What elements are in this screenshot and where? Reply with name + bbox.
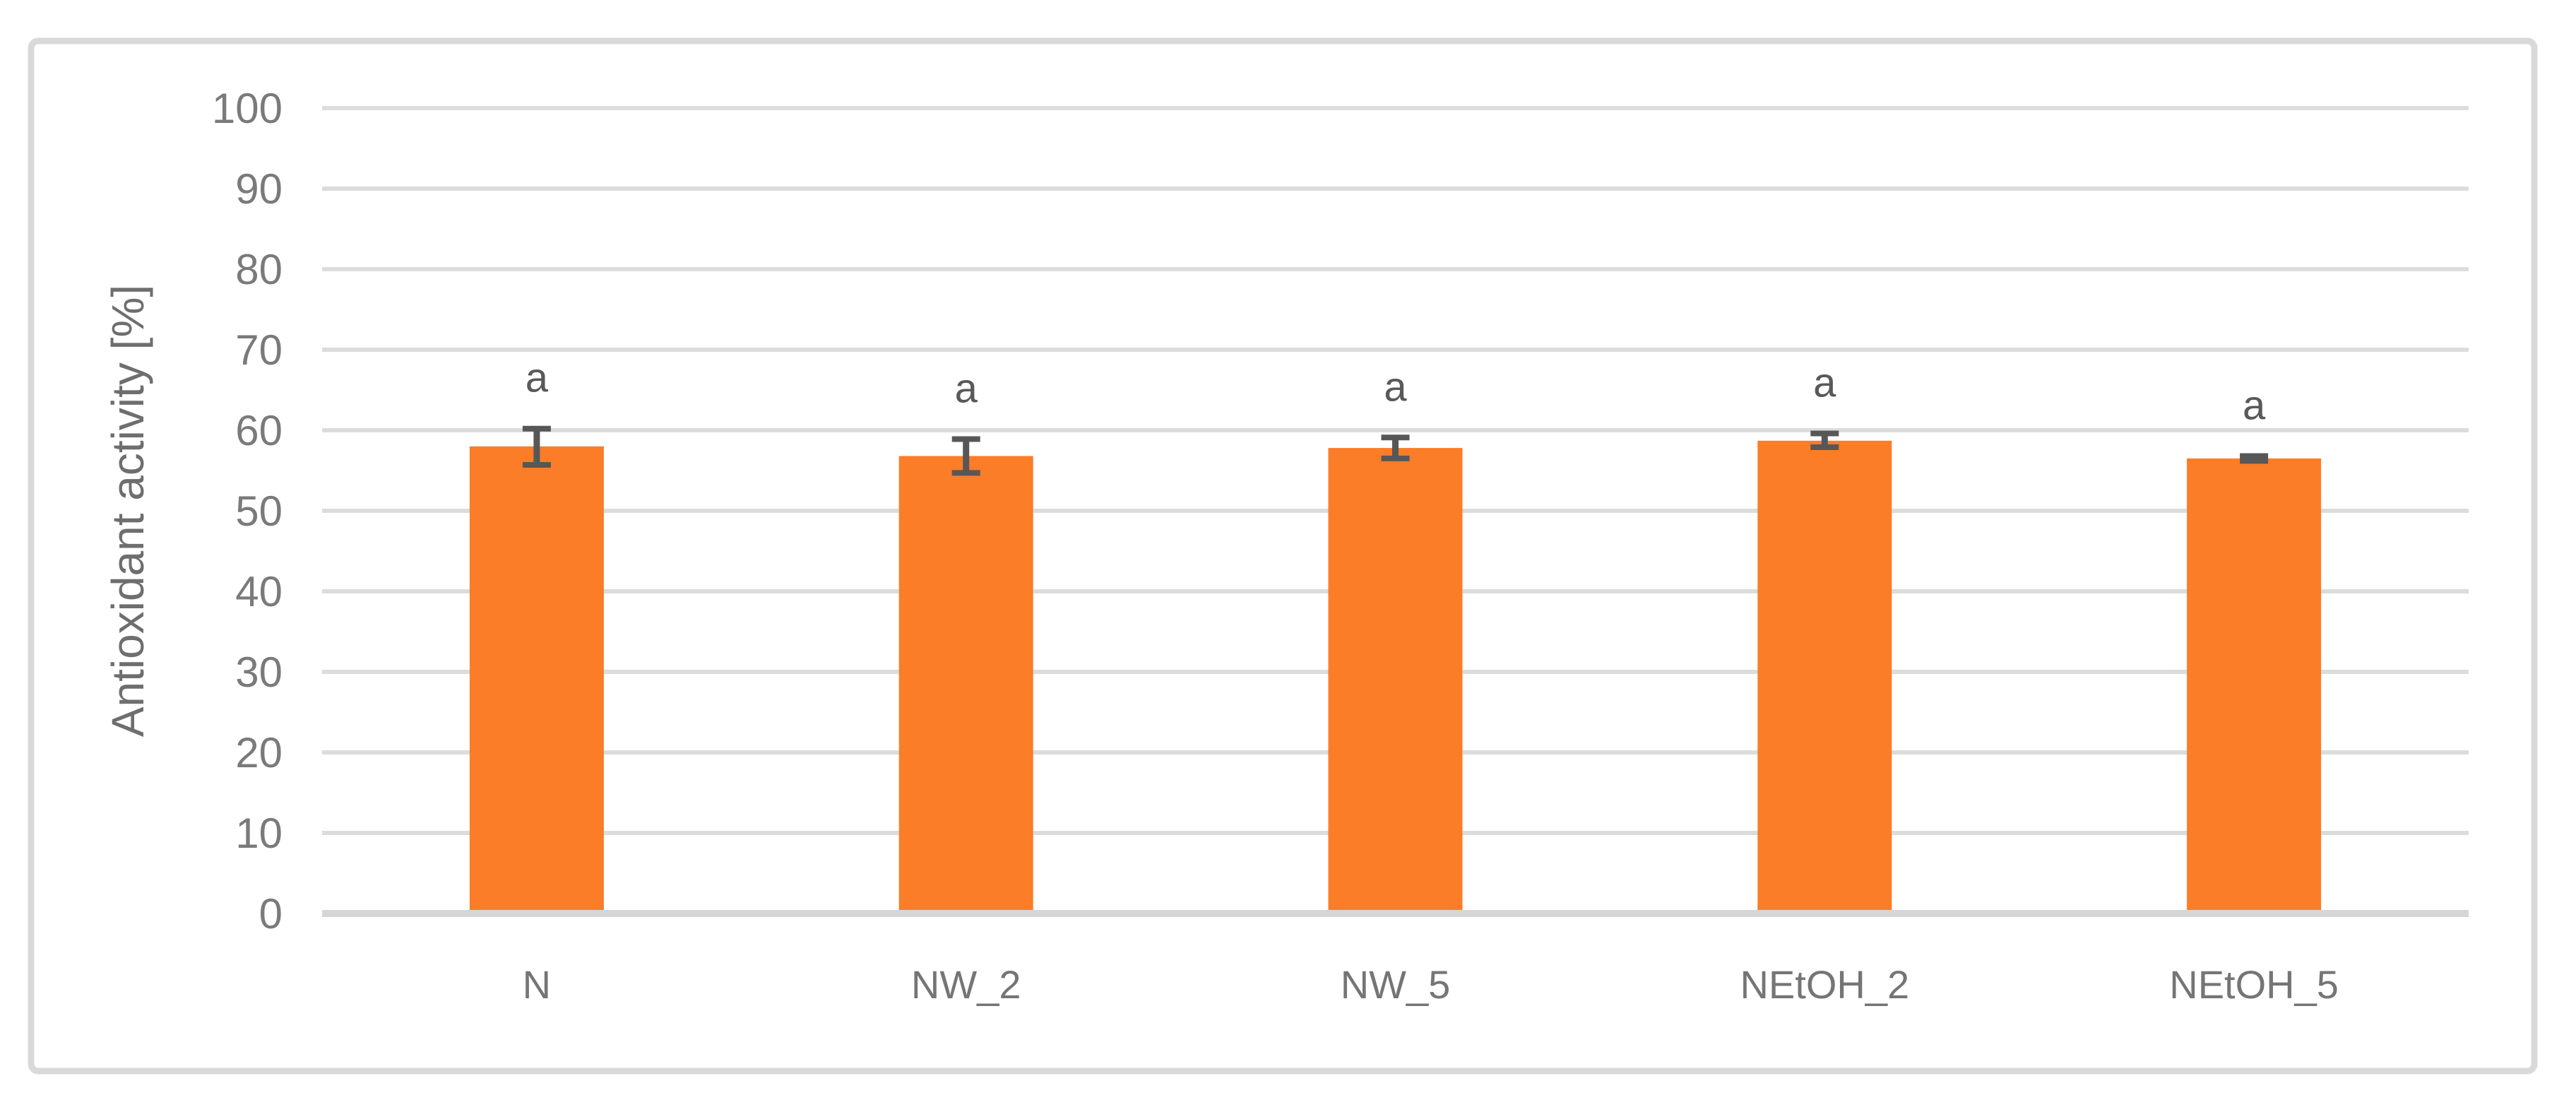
category-label-NW_5: NW_5 bbox=[1341, 962, 1451, 1007]
significance-label-NEtOH_2: a bbox=[1813, 360, 1836, 406]
category-label-N: N bbox=[523, 962, 551, 1007]
y-tick-label-30: 30 bbox=[235, 649, 283, 696]
significance-label-NEtOH_5: a bbox=[2243, 382, 2266, 428]
y-tick-label-50: 50 bbox=[235, 487, 283, 535]
bar-NW_2 bbox=[898, 456, 1033, 913]
y-tick-label-90: 90 bbox=[235, 165, 283, 213]
y-axis-title: Antioxidant activity [%] bbox=[102, 285, 153, 737]
category-label-NW_2: NW_2 bbox=[911, 962, 1021, 1007]
y-tick-label-80: 80 bbox=[235, 246, 283, 293]
y-tick-label-0: 0 bbox=[259, 890, 283, 938]
y-tick-label-20: 20 bbox=[235, 729, 283, 776]
error-bars-layer bbox=[522, 425, 2269, 476]
bar-NW_5 bbox=[1328, 448, 1463, 913]
y-tick-label-70: 70 bbox=[235, 326, 283, 374]
bar-NEtOH_2 bbox=[1757, 440, 1892, 913]
bar-N bbox=[469, 446, 604, 913]
y-tick-label-100: 100 bbox=[212, 85, 283, 132]
significance-label-N: a bbox=[526, 355, 549, 401]
y-tick-label-10: 10 bbox=[235, 810, 283, 857]
category-label-NEtOH_5: NEtOH_5 bbox=[2169, 962, 2339, 1007]
category-label-NEtOH_2: NEtOH_2 bbox=[1740, 962, 1909, 1007]
category-labels-layer: N NW_2 NW_5 NEtOH_2 NEtOH_5 bbox=[523, 962, 2339, 1007]
bar-NEtOH_5 bbox=[2187, 458, 2322, 913]
bars-layer bbox=[469, 440, 2322, 913]
significance-label-NW_5: a bbox=[1384, 364, 1407, 410]
y-tick-labels-layer: 0 10 20 30 40 50 60 70 80 90 100 bbox=[212, 85, 283, 938]
figure-border bbox=[28, 37, 2538, 1075]
y-tick-label-60: 60 bbox=[235, 407, 283, 454]
gridlines-layer bbox=[322, 106, 2469, 835]
y-tick-label-40: 40 bbox=[235, 568, 283, 615]
significance-label-NW_2: a bbox=[955, 366, 978, 412]
